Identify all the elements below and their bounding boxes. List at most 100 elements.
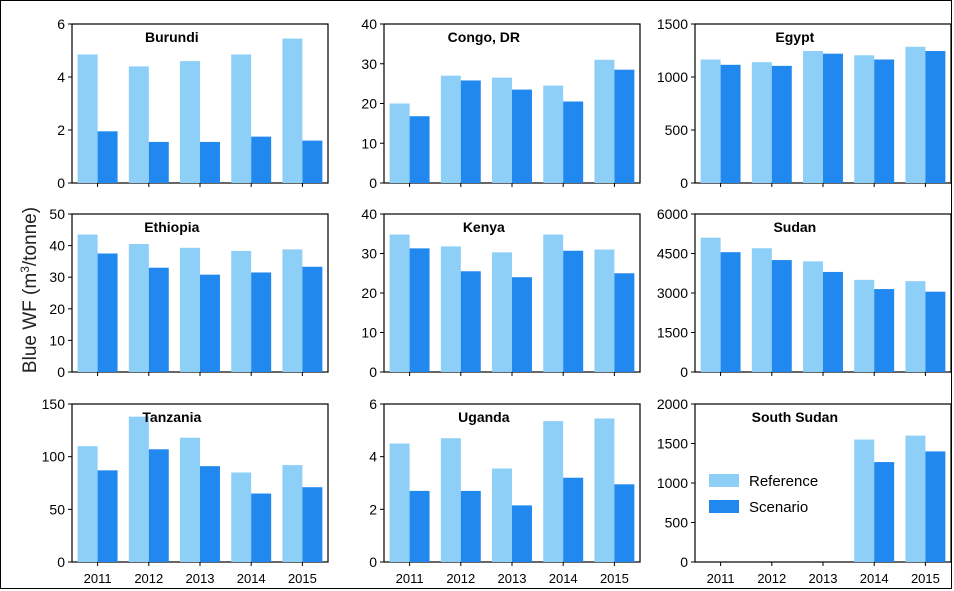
legend-swatch-reference xyxy=(709,474,739,487)
bar-reference-2015 xyxy=(594,249,615,372)
y-tick-label: 6 xyxy=(57,16,65,32)
y-tick-label: 1000 xyxy=(657,475,688,491)
legend-label-scenario: Scenario xyxy=(749,499,808,516)
legend-swatch-scenario xyxy=(709,500,739,513)
bar-scenario-2014 xyxy=(251,272,272,372)
bar-reference-2011 xyxy=(389,234,410,372)
bar-scenario-2012 xyxy=(148,141,169,183)
panel-kenya: 0 10 20 30 40 Kenya xyxy=(361,206,641,380)
bar-reference-2011 xyxy=(700,59,721,184)
y-tick-label: 0 xyxy=(57,364,65,380)
bar-scenario-2015 xyxy=(302,140,323,183)
bar-reference-2012 xyxy=(751,248,772,372)
y-tick-label: 40 xyxy=(361,16,377,32)
y-tick-label: 0 xyxy=(680,364,688,380)
bar-scenario-2014 xyxy=(874,59,895,184)
legend-label-reference: Reference xyxy=(749,473,818,490)
panel-sudan: 0 1500 3000 4500 6000 Sudan xyxy=(657,206,952,380)
bar-scenario-2015 xyxy=(302,266,323,372)
bar-scenario-2012 xyxy=(148,267,169,372)
x-tick-label: 2014 xyxy=(237,571,266,586)
y-tick-label: 50 xyxy=(49,206,65,222)
bar-scenario-2014 xyxy=(563,101,584,183)
bar-scenario-2014 xyxy=(563,477,584,562)
bar-reference-2015 xyxy=(282,38,303,184)
bar-scenario-2012 xyxy=(460,80,481,183)
bar-scenario-2013 xyxy=(200,466,220,562)
y-tick-label: 0 xyxy=(57,175,65,191)
bar-scenario-2015 xyxy=(925,51,946,183)
y-tick-label: 0 xyxy=(369,554,377,570)
y-tick-label: 0 xyxy=(680,175,688,191)
y-tick-label: 1500 xyxy=(657,436,688,452)
y-tick-label: 2000 xyxy=(657,396,688,412)
y-tick-label: 30 xyxy=(49,269,65,285)
bar-scenario-2013 xyxy=(512,277,532,372)
bar-reference-2012 xyxy=(440,75,461,183)
panel-title: Tanzania xyxy=(142,409,201,425)
y-tick-label: 4 xyxy=(57,69,65,85)
bar-scenario-2015 xyxy=(614,484,635,562)
y-tick-label: 40 xyxy=(361,206,377,222)
y-tick-label: 10 xyxy=(49,332,65,348)
bar-scenario-2011 xyxy=(409,490,430,562)
bar-scenario-2012 xyxy=(460,490,481,562)
bar-scenario-2013 xyxy=(823,53,843,184)
bar-reference-2014 xyxy=(854,279,875,372)
bar-scenario-2013 xyxy=(512,89,532,183)
bar-reference-2014 xyxy=(854,439,875,562)
y-tick-label: 4 xyxy=(369,449,377,465)
y-tick-label: 0 xyxy=(57,554,65,570)
bar-scenario-2015 xyxy=(925,451,946,562)
panel-south-sudan: 2011 2012 2013 2014 2015 0 500 1000 1500 2000 Sout… xyxy=(657,396,952,586)
y-tick-label: 0 xyxy=(369,175,377,191)
bar-scenario-2012 xyxy=(460,271,481,372)
x-tick-label: 2012 xyxy=(757,571,786,586)
x-tick-label: 2013 xyxy=(186,571,215,586)
bar-scenario-2014 xyxy=(251,493,272,562)
panel-title: Burundi xyxy=(145,29,199,45)
bar-reference-2012 xyxy=(128,244,149,372)
bar-reference-2015 xyxy=(905,46,926,183)
bar-scenario-2012 xyxy=(148,449,169,562)
bar-reference-2013 xyxy=(180,247,200,372)
y-tick-label: 6 xyxy=(369,396,377,412)
bar-scenario-2014 xyxy=(563,250,584,372)
panel-title: Ethiopia xyxy=(144,219,199,235)
bar-scenario-2015 xyxy=(925,291,946,372)
bar-scenario-2011 xyxy=(720,252,741,372)
panel-ethiopia: 0 10 20 30 40 50 Ethiopia xyxy=(49,206,329,380)
bar-reference-2015 xyxy=(594,418,615,562)
panel-title: Kenya xyxy=(463,219,505,235)
panel-burundi: 0 2 4 6 Burundi xyxy=(57,16,329,191)
bar-scenario-2011 xyxy=(409,248,430,372)
x-tick-label: 2011 xyxy=(84,571,112,586)
x-tick-label: 2015 xyxy=(600,571,629,586)
y-tick-label: 20 xyxy=(361,285,377,301)
bar-reference-2012 xyxy=(128,416,149,562)
y-tick-label: 30 xyxy=(361,246,377,262)
bar-reference-2015 xyxy=(282,249,303,372)
y-tick-label: 1500 xyxy=(657,325,688,341)
bar-reference-2013 xyxy=(180,61,200,183)
panel-uganda: 2011 2012 2013 2014 2015 0 2 4 6 Uganda xyxy=(369,396,641,586)
x-tick-label: 2014 xyxy=(860,571,889,586)
panel-congo-dr: 0 10 20 30 40 Congo, DR xyxy=(361,16,641,191)
x-tick-label: 2015 xyxy=(288,571,317,586)
y-tick-label: 6000 xyxy=(657,206,688,222)
y-tick-label: 500 xyxy=(665,122,689,138)
y-tick-label: 2 xyxy=(369,501,377,517)
x-tick-label: 2014 xyxy=(549,571,578,586)
bar-reference-2015 xyxy=(282,465,303,562)
bar-scenario-2011 xyxy=(97,131,118,183)
panel-egypt: 0 500 1000 1500 Egypt xyxy=(657,16,952,191)
bar-reference-2014 xyxy=(231,54,252,183)
bar-scenario-2012 xyxy=(771,260,792,372)
bar-scenario-2014 xyxy=(874,289,895,372)
bar-reference-2011 xyxy=(77,446,98,562)
y-tick-label: 20 xyxy=(49,301,65,317)
bar-scenario-2015 xyxy=(302,487,323,562)
panel-title: Uganda xyxy=(458,409,510,425)
bar-reference-2015 xyxy=(905,435,926,562)
